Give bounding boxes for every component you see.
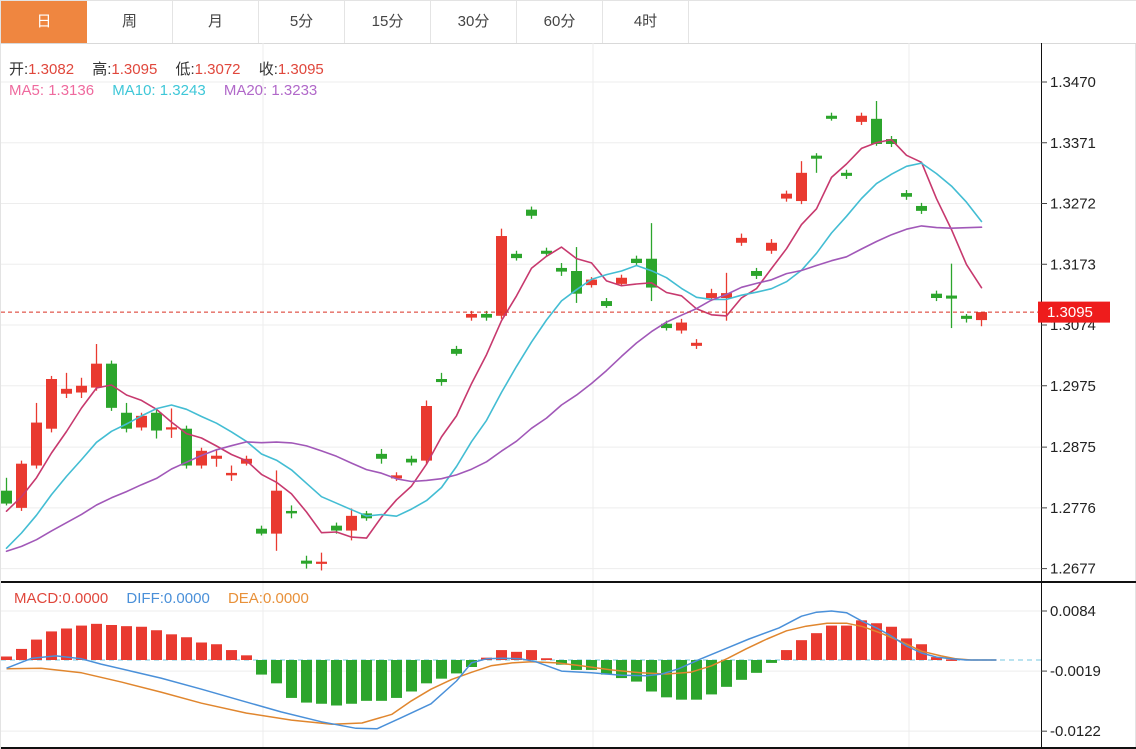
macd-tick-label: -0.0122 [1050,723,1101,740]
price-axis: 1.34701.33711.32721.31731.30741.29751.28… [1041,74,1096,578]
dea-line [6,622,997,725]
current-price-badge: 1.3095 [1038,301,1110,323]
macd-value: 0.0000 [62,590,109,607]
high-label: 高: [92,61,112,78]
price-tick-label: 1.2677 [1050,561,1096,578]
low-value: 1.3072 [194,61,241,78]
ma5-line [5,138,983,539]
dea-value: 0.0000 [262,590,309,607]
price-tick-label: 1.3272 [1050,196,1096,213]
tab-60min[interactable]: 60分 [517,1,603,43]
ma5-label: MA5: [9,82,45,99]
macd-tick-label: -0.0019 [1050,663,1101,680]
macd-legend: MACD:0.0000 DIFF:0.0000 DEA:0.0000 [14,590,323,607]
diff-value: 0.0000 [163,590,210,607]
macd-label: MACD: [14,590,63,607]
ma20-line [5,225,983,553]
diff-label: DIFF: [126,590,164,607]
high-value: 1.3095 [111,61,158,78]
tab-30min[interactable]: 30分 [431,1,517,43]
candlestick-chart[interactable]: 1.34701.33711.32721.31731.30741.29751.28… [1,43,1136,749]
tab-week[interactable]: 周 [87,1,173,43]
macd-axis: 0.0084 -0.0019 -0.0122 [1041,603,1101,740]
open-value: 1.3082 [28,61,75,78]
ma20-label: MA20: [223,82,268,99]
ma10-line [5,162,983,550]
current-price-value: 1.3095 [1047,304,1093,321]
open-label: 开: [9,61,29,78]
low-label: 低: [175,61,195,78]
ma5-value: 1.3136 [48,82,95,99]
price-tick-label: 1.2875 [1050,439,1096,456]
dea-label: DEA: [227,590,263,607]
ohlc-legend: 开:1.3082 高:1.3095 低:1.3072 收:1.3095 [9,58,338,79]
tab-4hour[interactable]: 4时 [603,1,689,43]
ma10-label: MA10: [112,82,156,99]
close-value: 1.3095 [277,61,324,78]
price-tick-label: 1.3371 [1050,135,1096,152]
ma10-value: 1.3243 [159,82,206,99]
tab-5min[interactable]: 5分 [259,1,345,43]
price-tick-label: 1.3470 [1050,74,1096,91]
ma20-value: 1.3233 [271,82,318,99]
panel-borders [1,43,1136,749]
macd-histogram [1,620,957,706]
gridlines [1,43,1041,747]
close-label: 收: [258,61,278,78]
tab-month[interactable]: 月 [173,1,259,43]
diff-line [6,610,997,730]
price-tick-label: 1.2776 [1050,500,1096,517]
tab-day[interactable]: 日 [1,1,87,43]
period-tabbar: 日 周 月 5分 15分 30分 60分 4时 [1,1,1136,44]
price-tick-label: 1.2975 [1050,378,1096,395]
macd-tick-label: 0.0084 [1050,603,1096,620]
tab-15min[interactable]: 15分 [345,1,431,43]
price-tick-label: 1.3173 [1050,256,1096,273]
ma-legend: MA5: 1.3136 MA10: 1.3243 MA20: 1.3233 [9,82,331,99]
